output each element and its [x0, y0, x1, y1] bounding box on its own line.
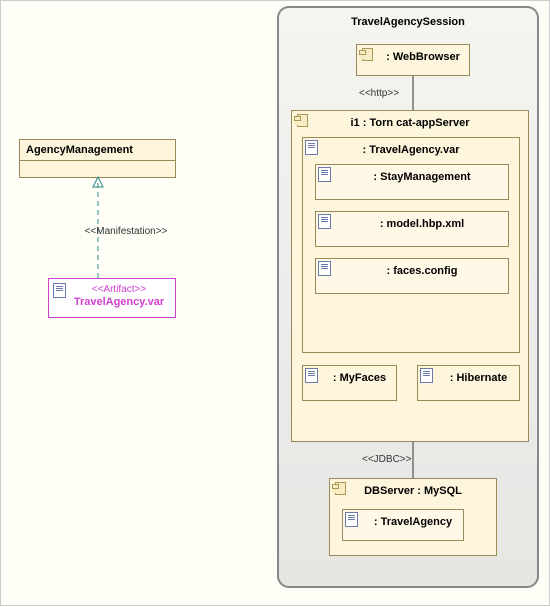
db-server-component: DBServer : MySQL : TravelAgency: [329, 478, 497, 556]
component-icon: [359, 47, 373, 61]
file-icon: [318, 261, 331, 276]
travel-agency-db-label: : TravelAgency: [343, 510, 463, 532]
artifact-stereotype: <<Artifact>>: [67, 285, 171, 295]
session-frame: TravelAgencySession : WebBrowser <<http>…: [277, 6, 539, 588]
file-icon: [420, 368, 433, 383]
faces-config-box: : faces.config: [315, 258, 509, 294]
file-icon: [318, 214, 331, 229]
travel-agency-var-box: : TravelAgency.var : StayManagement : mo…: [302, 137, 520, 353]
component-icon: [332, 481, 346, 495]
file-icon: [53, 283, 66, 298]
model-hbp-label: : model.hbp.xml: [316, 212, 508, 234]
stay-management-label: : StayManagement: [316, 165, 508, 187]
hibernate-box: : Hibernate: [417, 365, 520, 401]
class-body: [20, 161, 175, 177]
web-browser-component: : WebBrowser: [356, 44, 470, 76]
model-hbp-box: : model.hbp.xml: [315, 211, 509, 247]
agency-management-class: AgencyManagement: [19, 139, 176, 178]
component-icon: [294, 113, 308, 127]
travel-agency-db-box: : TravelAgency: [342, 509, 464, 541]
http-label: <<http>>: [359, 88, 399, 99]
file-icon: [305, 140, 318, 155]
myfaces-box: : MyFaces: [302, 365, 397, 401]
hibernate-label: : Hibernate: [418, 366, 519, 388]
app-server-component: i1 : Torn cat-appServer : TravelAgency.v…: [291, 110, 529, 442]
web-browser-label: : WebBrowser: [357, 45, 469, 67]
file-icon: [345, 512, 358, 527]
app-server-label: i1 : Torn cat-appServer: [292, 111, 528, 133]
db-server-label: DBServer : MySQL: [330, 479, 496, 499]
artifact-box: <<Artifact>> TravelAgency.var: [48, 278, 176, 318]
travel-agency-var-label: : TravelAgency.var: [303, 138, 519, 158]
stay-management-box: : StayManagement: [315, 164, 509, 200]
frame-title: TravelAgencySession: [279, 8, 537, 36]
jdbc-label: <<JDBC>>: [362, 454, 411, 465]
class-header: AgencyManagement: [20, 140, 175, 161]
file-icon: [305, 368, 318, 383]
artifact-name: TravelAgency.var: [67, 295, 171, 309]
file-icon: [318, 167, 331, 182]
manifestation-label: <<Manifestation>>: [71, 226, 181, 237]
faces-config-label: : faces.config: [316, 259, 508, 281]
